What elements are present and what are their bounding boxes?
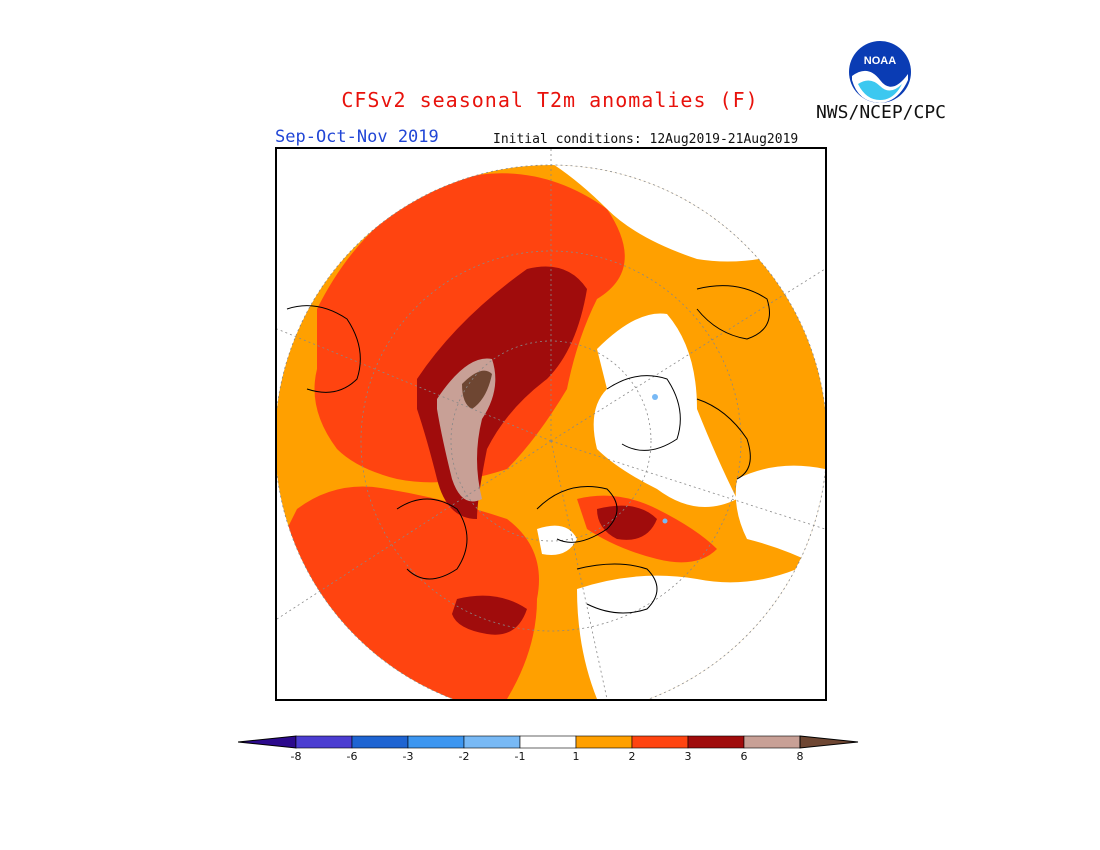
season-label: Sep-Oct-Nov 2019 [275,127,439,147]
colorbar-tick-label: 2 [628,750,636,763]
colorbar-box [631,735,689,749]
noaa-logo: NOAA [849,41,911,103]
colorbar-box [575,735,633,749]
colorbar-tick-label: 1 [572,750,580,763]
cool-spot [662,518,668,524]
anomaly-map-svg [277,149,825,699]
colorbar-tick-label: -6 [346,750,358,763]
colorbar [238,735,859,749]
colorbar-tick-label: 3 [684,750,692,763]
neutral-region-southeast [577,569,825,699]
graticule [277,149,825,699]
colorbar-arrow-high [799,735,859,749]
cool-spot [652,394,658,400]
anomaly-region-over8 [462,370,492,409]
colorbar-box [463,735,521,749]
anomaly-region-2to3-south [277,486,539,699]
colorbar-tick-label: -1 [514,750,526,763]
colorbar-box [519,735,577,749]
colorbar-tick-label: -3 [402,750,414,763]
colorbar-box [407,735,465,749]
anomaly-map [275,147,827,701]
colorbar-tick-label: 8 [796,750,804,763]
neutral-region-east [593,313,737,507]
colorbar-arrow-low [238,735,297,749]
colorbar-box [743,735,801,749]
colorbar-box [295,735,353,749]
initial-conditions-label: Initial conditions: 12Aug2019-21Aug2019 [493,132,799,147]
noaa-logo-text: NOAA [864,55,896,67]
neutral-region-center [537,525,577,555]
agency-label: NWS/NCEP/CPC [815,102,947,123]
anomaly-region-3to6-east [597,505,657,540]
colorbar-box [351,735,409,749]
colorbar-box [687,735,745,749]
anomaly-region-3to6-south [452,595,527,635]
colorbar-tick-label: -2 [458,750,470,763]
coastlines [286,285,770,614]
colorbar-tick-label: -8 [290,750,302,763]
chart-title: CFSv2 seasonal T2m anomalies (F) [341,88,759,112]
neutral-region-right [735,465,825,569]
colorbar-tick-label: 6 [740,750,748,763]
